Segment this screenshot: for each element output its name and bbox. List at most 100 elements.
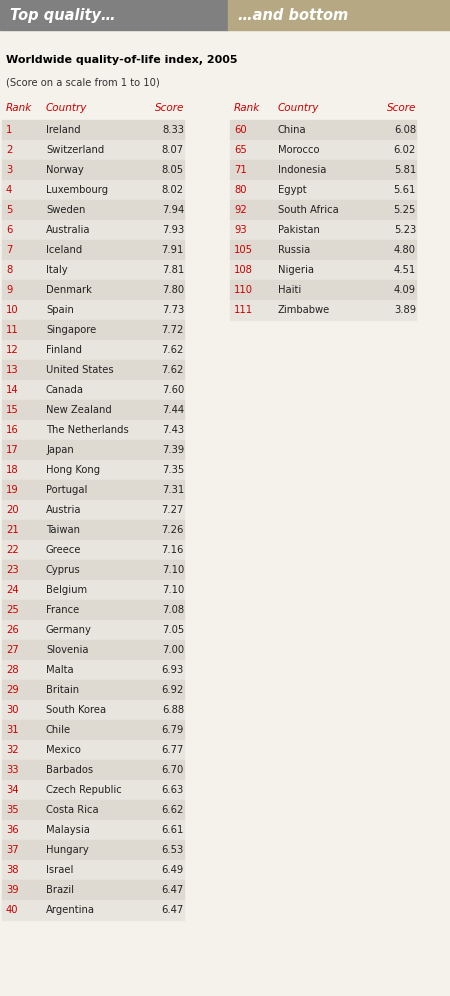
Text: 40: 40	[6, 905, 18, 915]
Text: 6.62: 6.62	[162, 805, 184, 815]
Text: Malaysia: Malaysia	[46, 825, 90, 835]
Text: Brazil: Brazil	[46, 885, 74, 895]
Text: Indonesia: Indonesia	[278, 165, 326, 175]
Text: Pakistan: Pakistan	[278, 225, 320, 235]
Text: Score: Score	[155, 103, 184, 113]
Text: 7.26: 7.26	[162, 525, 184, 535]
Bar	[2, 480, 184, 500]
Text: Canada: Canada	[46, 385, 84, 395]
Text: 7.16: 7.16	[162, 545, 184, 555]
Text: 34: 34	[6, 785, 18, 795]
Text: 7.62: 7.62	[162, 345, 184, 355]
Text: Cyprus: Cyprus	[46, 565, 81, 575]
Text: Taiwan: Taiwan	[46, 525, 80, 535]
Bar	[2, 600, 184, 620]
Bar	[2, 660, 184, 680]
Text: Zimbabwe: Zimbabwe	[278, 305, 330, 315]
Text: Egypt: Egypt	[278, 185, 306, 195]
Text: (Score on a scale from 1 to 10): (Score on a scale from 1 to 10)	[6, 77, 160, 87]
Text: 30: 30	[6, 705, 18, 715]
Text: Australia: Australia	[46, 225, 90, 235]
Text: 7.72: 7.72	[162, 325, 184, 335]
Text: Nigeria: Nigeria	[278, 265, 314, 275]
Text: 6.70: 6.70	[162, 765, 184, 775]
Text: 10: 10	[6, 305, 18, 315]
Text: 92: 92	[234, 205, 247, 215]
Bar	[2, 820, 184, 840]
Text: 71: 71	[234, 165, 247, 175]
Text: 36: 36	[6, 825, 18, 835]
Text: Top quality…: Top quality…	[10, 8, 116, 23]
Bar	[0, 0, 228, 30]
Text: Sweden: Sweden	[46, 205, 86, 215]
Text: 93: 93	[234, 225, 247, 235]
Bar	[2, 280, 184, 300]
Bar	[230, 280, 416, 300]
Text: 7.73: 7.73	[162, 305, 184, 315]
Text: 32: 32	[6, 745, 18, 755]
Bar	[2, 700, 184, 720]
Text: 80: 80	[234, 185, 247, 195]
Text: 20: 20	[6, 505, 18, 515]
Bar	[2, 400, 184, 420]
Bar	[2, 640, 184, 660]
Bar	[2, 500, 184, 520]
Bar	[230, 260, 416, 280]
Text: Austria: Austria	[46, 505, 81, 515]
Text: 4.09: 4.09	[394, 285, 416, 295]
Text: 6.61: 6.61	[162, 825, 184, 835]
Text: 11: 11	[6, 325, 19, 335]
Text: 7.05: 7.05	[162, 625, 184, 635]
Text: Rank: Rank	[234, 103, 260, 113]
Bar	[230, 200, 416, 220]
Bar	[2, 760, 184, 780]
Text: 31: 31	[6, 725, 18, 735]
Text: 25: 25	[6, 605, 19, 615]
Text: 27: 27	[6, 645, 19, 655]
Text: Italy: Italy	[46, 265, 68, 275]
Text: 7.81: 7.81	[162, 265, 184, 275]
Bar	[230, 220, 416, 240]
Text: 26: 26	[6, 625, 19, 635]
Text: 6.77: 6.77	[162, 745, 184, 755]
Text: 15: 15	[6, 405, 19, 415]
Text: Score: Score	[387, 103, 416, 113]
Text: 33: 33	[6, 765, 18, 775]
Bar	[230, 180, 416, 200]
Text: South Korea: South Korea	[46, 705, 106, 715]
Text: 6.47: 6.47	[162, 905, 184, 915]
Text: Singapore: Singapore	[46, 325, 96, 335]
Bar	[2, 420, 184, 440]
Text: 7.08: 7.08	[162, 605, 184, 615]
Bar	[2, 540, 184, 560]
Text: Israel: Israel	[46, 865, 73, 875]
Text: 108: 108	[234, 265, 253, 275]
Bar	[2, 240, 184, 260]
Text: 7.43: 7.43	[162, 425, 184, 435]
Text: 8.33: 8.33	[162, 125, 184, 135]
Text: China: China	[278, 125, 306, 135]
Text: 7.60: 7.60	[162, 385, 184, 395]
Bar	[2, 440, 184, 460]
Text: 1: 1	[6, 125, 13, 135]
Text: 7.94: 7.94	[162, 205, 184, 215]
Text: 5.25: 5.25	[394, 205, 416, 215]
Text: France: France	[46, 605, 79, 615]
Text: 7: 7	[6, 245, 13, 255]
Bar	[2, 720, 184, 740]
Text: 5.23: 5.23	[394, 225, 416, 235]
Text: 6: 6	[6, 225, 13, 235]
Text: 7.27: 7.27	[162, 505, 184, 515]
Text: Russia: Russia	[278, 245, 310, 255]
Text: 8: 8	[6, 265, 12, 275]
Bar	[2, 900, 184, 920]
Text: Mexico: Mexico	[46, 745, 81, 755]
Text: Spain: Spain	[46, 305, 74, 315]
Bar	[2, 780, 184, 800]
Bar	[2, 340, 184, 360]
Bar	[2, 520, 184, 540]
Text: 7.31: 7.31	[162, 485, 184, 495]
Text: 38: 38	[6, 865, 18, 875]
Text: 5.81: 5.81	[394, 165, 416, 175]
Text: United States: United States	[46, 365, 113, 375]
